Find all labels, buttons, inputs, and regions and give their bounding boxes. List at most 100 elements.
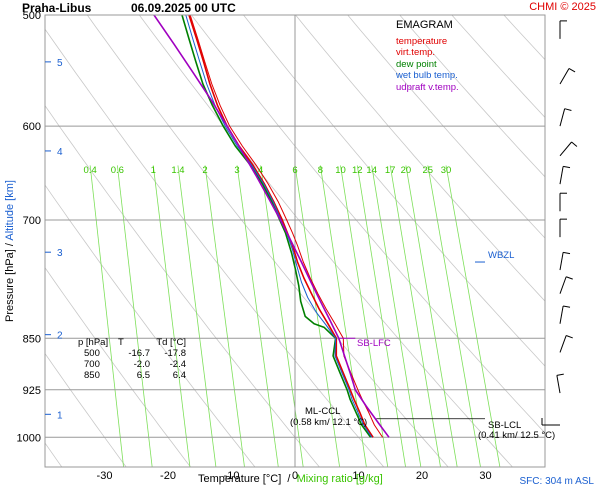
- legend-item-wet-bulb: wet bulb temp.: [396, 70, 458, 81]
- mixing-ratio-line: [116, 165, 153, 467]
- plot-area: [45, 15, 600, 467]
- wind-barb: [559, 335, 567, 353]
- x-axis-label-separator: /: [287, 473, 291, 485]
- mixing-ratio-label: 1: [151, 165, 156, 176]
- mixing-ratio-line: [427, 165, 481, 467]
- dry-adiabat: [556, 15, 600, 467]
- altitude-tick-label: 5: [57, 58, 63, 69]
- wind-barb: [559, 252, 564, 271]
- mixing-ratio-label: 17: [385, 165, 396, 176]
- table-cell: 500: [84, 348, 100, 359]
- mixing-ratio-label: 25: [423, 165, 434, 176]
- ml-ccl-label: ML-CCL: [305, 406, 341, 417]
- dry-adiabat: [86, 15, 449, 467]
- table-header: p [hPa]: [78, 337, 109, 348]
- mixing-ratio-line: [371, 165, 422, 467]
- mixing-ratio-label: 30: [441, 165, 452, 176]
- pressure-tick-label: 850: [23, 333, 41, 345]
- legend-title: EMAGRAM: [396, 19, 453, 31]
- mixing-ratio-label: 6: [292, 165, 297, 176]
- temperature-tick-label: -20: [160, 470, 176, 482]
- wind-barb: [556, 375, 561, 394]
- pressure-tick-label: 500: [23, 10, 41, 22]
- mixing-ratio-line: [389, 165, 441, 467]
- table-header-row: p [hPa] T Td [°C]: [78, 337, 186, 348]
- dry-adiabat: [399, 15, 545, 178]
- sb-lcl-label: SB-LCL: [488, 420, 522, 431]
- mixing-ratio-line: [260, 165, 304, 467]
- series-line: [153, 15, 390, 438]
- temperature-axis-label: Temperature [°C]: [198, 473, 282, 485]
- sb-lcl-detail: (0.41 km/ 12.5 °C): [478, 430, 556, 441]
- mixing-ratio-line: [294, 165, 341, 467]
- table-header: T: [118, 337, 124, 348]
- mixing-ratio-label: 14: [366, 165, 377, 176]
- mixing-ratio-line: [445, 165, 501, 467]
- ml-ccl-detail: (0.58 km/ 12.1 °C): [290, 417, 368, 428]
- plot-frame: [44, 14, 546, 468]
- wind-barb: [565, 276, 573, 280]
- wbzl-label: WBZL: [488, 250, 515, 261]
- wind-barb: [559, 276, 567, 294]
- temperature-tick-label: 20: [416, 470, 428, 482]
- wind-barb: [559, 141, 572, 157]
- altitude-tick-label: 3: [57, 248, 63, 259]
- mixing-ratio-label: 12: [352, 165, 363, 176]
- table-cell: -2.0: [133, 359, 150, 370]
- table-cell: -17.8: [164, 348, 186, 359]
- dry-adiabat: [45, 352, 127, 467]
- table-cell: 700: [84, 359, 100, 370]
- x-axis-label: Temperature [°C] / Mixing ratio [g/kg]: [198, 473, 383, 485]
- table-row: 700 -2.0 -2.4: [78, 359, 186, 370]
- legend: EMAGRAM temperature virt.temp. dew point…: [396, 19, 459, 93]
- sounding-table: p [hPa] T Td [°C] 500 -16.7 -17.8 700 -2…: [78, 337, 186, 381]
- wind-barb: [559, 166, 564, 185]
- altitude-tick-label: 1: [57, 410, 63, 421]
- temperature-tick-label: 10: [352, 470, 364, 482]
- pressure-tick-label: 925: [23, 385, 41, 397]
- mixing-ratio-line: [89, 165, 124, 467]
- wind-barb: [565, 335, 573, 339]
- mixing-ratio-line: [204, 165, 245, 467]
- wind-barb: [556, 373, 564, 376]
- pressure-tick-label: 1000: [17, 432, 41, 444]
- y-axis-label: Pressure [hPa] / Altitude [km]: [4, 161, 16, 341]
- altitude-tick-label: 2: [57, 331, 63, 342]
- table-row: 500 -16.7 -17.8: [78, 348, 186, 359]
- pressure-tick-label: 600: [23, 121, 41, 133]
- dry-adiabat: [45, 266, 191, 467]
- wind-barb: [559, 68, 570, 85]
- credit-label: CHMI © 2025: [529, 1, 596, 13]
- mixing-ratio-label: 0.4: [84, 165, 97, 176]
- dry-adiabat: [138, 15, 513, 467]
- series-line: [188, 15, 374, 438]
- table-cell: 6.4: [172, 370, 186, 381]
- temperature-tick-label: -10: [224, 470, 240, 482]
- wind-barb: [564, 108, 572, 111]
- legend-item-temperature: temperature: [396, 35, 448, 47]
- series-line: [189, 15, 384, 438]
- legend-item-dew-point: dew point: [396, 58, 437, 70]
- dry-adiabat: [45, 184, 256, 467]
- mixing-ratio-label: 4: [258, 165, 263, 176]
- mixing-ratio-label: 20: [401, 165, 412, 176]
- table-cell: -2.4: [169, 359, 186, 370]
- temperature-tick-label: -30: [97, 470, 113, 482]
- mixing-ratio-label: 10: [335, 165, 346, 176]
- axis-label-separator: /: [4, 243, 16, 247]
- dry-adiabat: [191, 15, 545, 434]
- mixing-ratio-line: [356, 165, 406, 467]
- sb-lfc-label: SB-LFC: [357, 338, 391, 349]
- dry-adiabat: [503, 15, 545, 61]
- dry-adiabat: [45, 28, 385, 467]
- mixing-ratio-line: [152, 165, 191, 467]
- dry-adiabat: [347, 15, 545, 239]
- mixing-ratio-line: [177, 165, 217, 467]
- mixing-ratio-label: 8: [318, 165, 323, 176]
- dry-adiabat: [451, 15, 545, 118]
- wind-barb: [559, 305, 564, 324]
- legend-item-updraft: udpraft v.temp.: [396, 81, 459, 93]
- pressure-tick-label: 700: [23, 215, 41, 227]
- wind-barb: [559, 108, 566, 127]
